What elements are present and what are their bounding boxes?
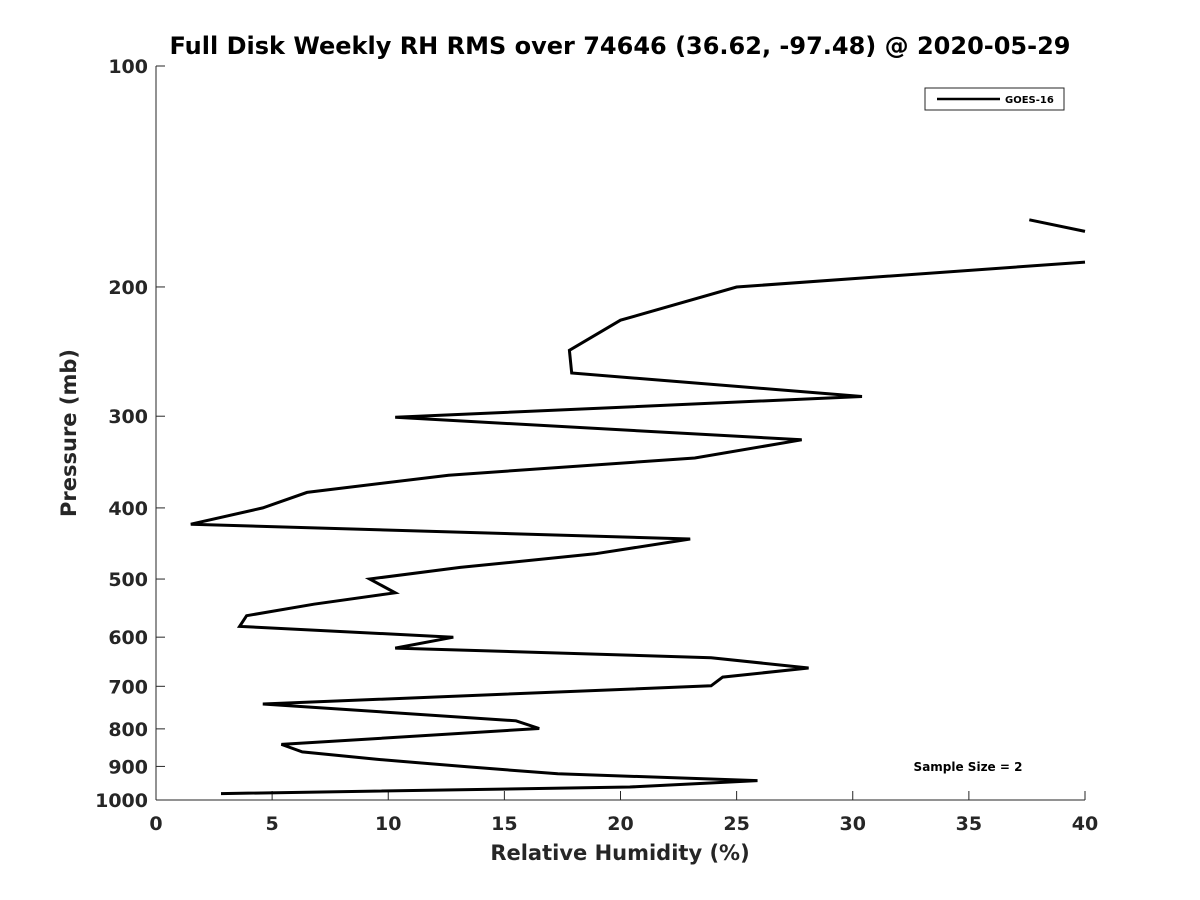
x-tick-label: 30 [840, 813, 866, 835]
series-layer [190, 218, 1086, 796]
sample-size-annotation: Sample Size = 2 [914, 760, 1023, 774]
legend: GOES-16 [924, 87, 1065, 111]
x-tick-label: 0 [149, 813, 162, 835]
x-axis-label: Relative Humidity (%) [490, 841, 749, 865]
y-tick-label: 800 [108, 719, 148, 741]
y-tick-label: 1000 [95, 790, 148, 812]
y-tick-label: 200 [108, 277, 148, 299]
x-tick-label: 10 [375, 813, 401, 835]
y-tick-label: 400 [108, 498, 148, 520]
x-tick-label: 5 [266, 813, 279, 835]
series-line-goes-16 [1028, 218, 1086, 233]
axis-ticks: 0 5 10 15 20 25 30 35 40 100 200 300 400 500 600 700 800… [95, 56, 1098, 835]
x-tick-label: 15 [491, 813, 517, 835]
y-axis-label: Pressure (mb) [57, 349, 81, 517]
chart-title: Full Disk Weekly RH RMS over 74646 (36.6… [169, 32, 1070, 60]
x-tick-label: 20 [607, 813, 633, 835]
series-line-goes-16 [190, 260, 1086, 796]
x-tick-label: 35 [956, 813, 982, 835]
x-tick-label: 25 [723, 813, 749, 835]
legend-entry-goes-16: GOES-16 [1005, 95, 1054, 106]
y-tick-label: 600 [108, 627, 148, 649]
x-tick-label: 40 [1072, 813, 1098, 835]
y-tick-label: 300 [108, 406, 148, 428]
y-tick-label: 700 [108, 676, 148, 698]
y-tick-label: 500 [108, 569, 148, 591]
y-tick-label: 900 [108, 756, 148, 778]
y-tick-label: 100 [108, 56, 148, 78]
